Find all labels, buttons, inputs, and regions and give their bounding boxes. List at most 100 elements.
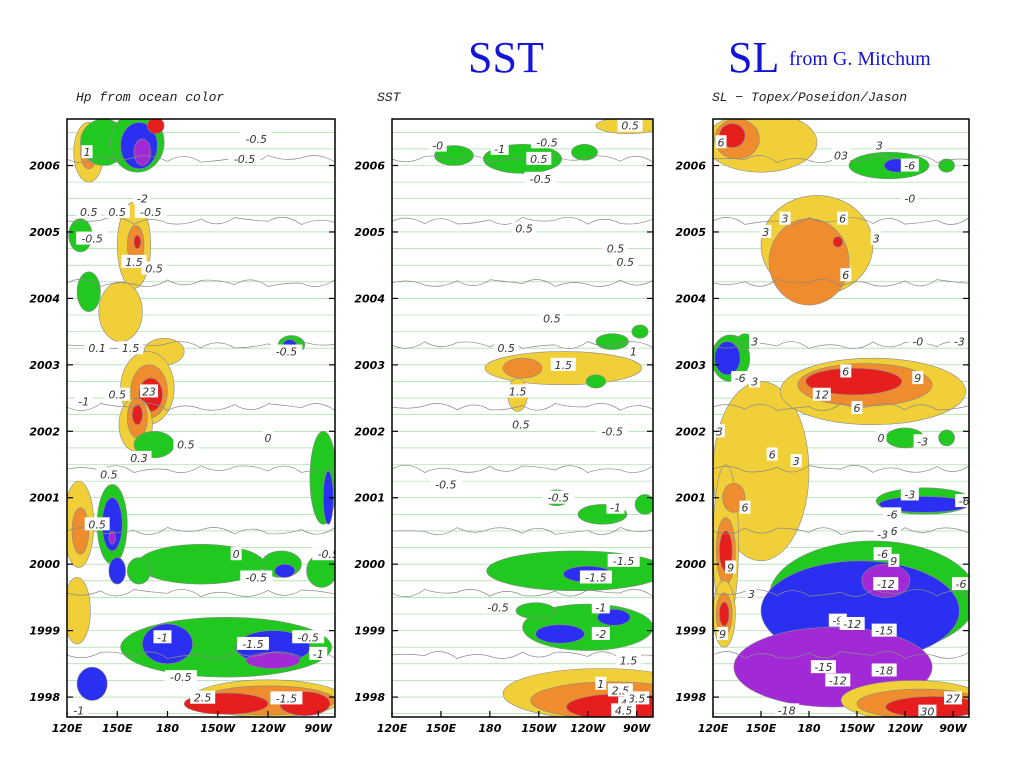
plot-area: 0.5-0 -1-0.50.5-0.50.50.50.50.50.5 11.51.5…	[392, 119, 653, 717]
contour-label-bg	[505, 384, 531, 398]
contour-line	[713, 527, 969, 535]
contour-label: 0.5	[512, 419, 530, 432]
contour-label: -6	[956, 578, 967, 591]
y-tick-label: 2001	[29, 492, 60, 505]
contour-label: 0.5	[530, 153, 548, 166]
contour-line	[67, 403, 335, 411]
contour-label-bg	[134, 205, 167, 219]
contour-label: 1.5	[620, 655, 638, 668]
anomaly-green	[571, 143, 598, 161]
contour-label-bg	[888, 553, 900, 567]
y-tick-label: 2003	[675, 359, 706, 372]
contour-label-bg	[617, 119, 643, 132]
contour-label-bg	[825, 673, 851, 687]
x-tick-label: 120E	[377, 722, 408, 735]
contour-label: -0.5	[246, 133, 267, 146]
plot-frame	[66, 118, 336, 718]
contour-label: -1	[313, 648, 324, 661]
contour-line	[67, 589, 335, 597]
contour-label: 3.5	[628, 692, 646, 705]
contour-label: 0.5	[607, 243, 625, 256]
x-tick-label: 180	[798, 722, 821, 735]
contour-line	[67, 155, 335, 163]
contour-line	[392, 465, 653, 473]
x-tick-label: 120W	[887, 722, 923, 735]
y-tick-label: 2006	[675, 160, 706, 173]
contour-label-bg	[602, 241, 628, 255]
contour-label: 9	[727, 562, 734, 575]
contour-label: -0.5	[81, 233, 102, 246]
y-tick-label: 2004	[675, 292, 706, 305]
x-tick-label: 90W	[623, 722, 651, 735]
panel-title-sl: SL − Topex/Poseidon/Jason	[712, 90, 908, 105]
contour-line	[67, 527, 335, 535]
contour-label: -0.5	[601, 425, 622, 438]
contour-label-bg	[760, 224, 772, 238]
contour-label-bg	[912, 371, 924, 385]
contour-label: -0.5	[234, 153, 255, 166]
anomaly-orange	[722, 482, 746, 513]
anomaly-green	[585, 374, 606, 389]
contour-label: -1	[595, 601, 606, 614]
contour-label: -1	[157, 631, 168, 644]
contour-label: 4.5	[615, 704, 633, 717]
panel-hp: 1-20.5 0.5 -0.5-0.5-0.51.50.5-0.50.1 1.5 -0.…	[29, 118, 336, 735]
y-tick-label: 1998	[354, 691, 385, 704]
contour-label-bg	[428, 138, 447, 152]
contour-line	[392, 155, 653, 163]
contour-label: -1	[610, 502, 621, 515]
contour-label: 3	[793, 455, 800, 468]
contour-label-bg	[76, 205, 102, 219]
contour-label-bg	[832, 148, 850, 162]
contour-label: -0.5	[246, 571, 267, 584]
contour-label-bg	[944, 691, 962, 705]
contour-label: -1	[494, 143, 505, 156]
contour-label-bg	[539, 311, 565, 325]
anomaly-red	[133, 234, 141, 249]
contour-label: -0	[432, 140, 443, 153]
contour-label: -18	[875, 664, 893, 677]
contour-line	[392, 279, 653, 287]
contour-label-bg	[812, 387, 831, 401]
contour-label-bg	[840, 364, 852, 378]
contour-label: -0.5	[140, 206, 161, 219]
anomaly-red	[719, 601, 730, 627]
contour-label-bg	[839, 616, 865, 630]
contour-label-bg	[627, 344, 639, 358]
contour-label-bg	[618, 696, 630, 710]
contour-label-bg	[725, 560, 737, 574]
anomaly-red	[147, 119, 165, 134]
contour-label: -15	[814, 661, 832, 674]
contour-label-bg	[104, 387, 130, 401]
contour-label-bg	[164, 670, 197, 684]
x-tick-label: 90W	[305, 722, 333, 735]
contour-label: 3	[751, 336, 758, 349]
contour-label: 0.5	[100, 468, 118, 481]
contour-label-bg	[918, 704, 937, 717]
contour-label: 9	[914, 372, 921, 385]
contour-label: 1	[597, 678, 604, 691]
contour-label: -1	[73, 704, 84, 717]
contour-line	[392, 527, 653, 535]
contour-label: 23	[142, 385, 156, 398]
contour-line	[392, 589, 653, 598]
contour-label: -0.5	[548, 492, 569, 505]
contour-label-bg	[840, 268, 852, 282]
contour-label: 03	[834, 150, 848, 163]
contour-label-bg	[713, 424, 725, 438]
contour-label-bg	[74, 394, 93, 408]
x-tick-label: 150E	[746, 722, 777, 735]
contour-label-bg	[612, 254, 638, 268]
contour-label: 3	[748, 588, 755, 601]
contour-label: -1.5	[585, 571, 606, 584]
panel-title-hp: Hp from ocean color	[76, 90, 225, 105]
contour-label: -2	[595, 628, 606, 641]
contour-label-bg	[871, 623, 897, 637]
contour-label-bg	[579, 570, 612, 584]
contour-label-bg	[900, 487, 919, 501]
contour-label-bg	[871, 663, 897, 677]
contour-label-bg	[118, 341, 144, 355]
y-tick-label: 2006	[29, 160, 60, 173]
